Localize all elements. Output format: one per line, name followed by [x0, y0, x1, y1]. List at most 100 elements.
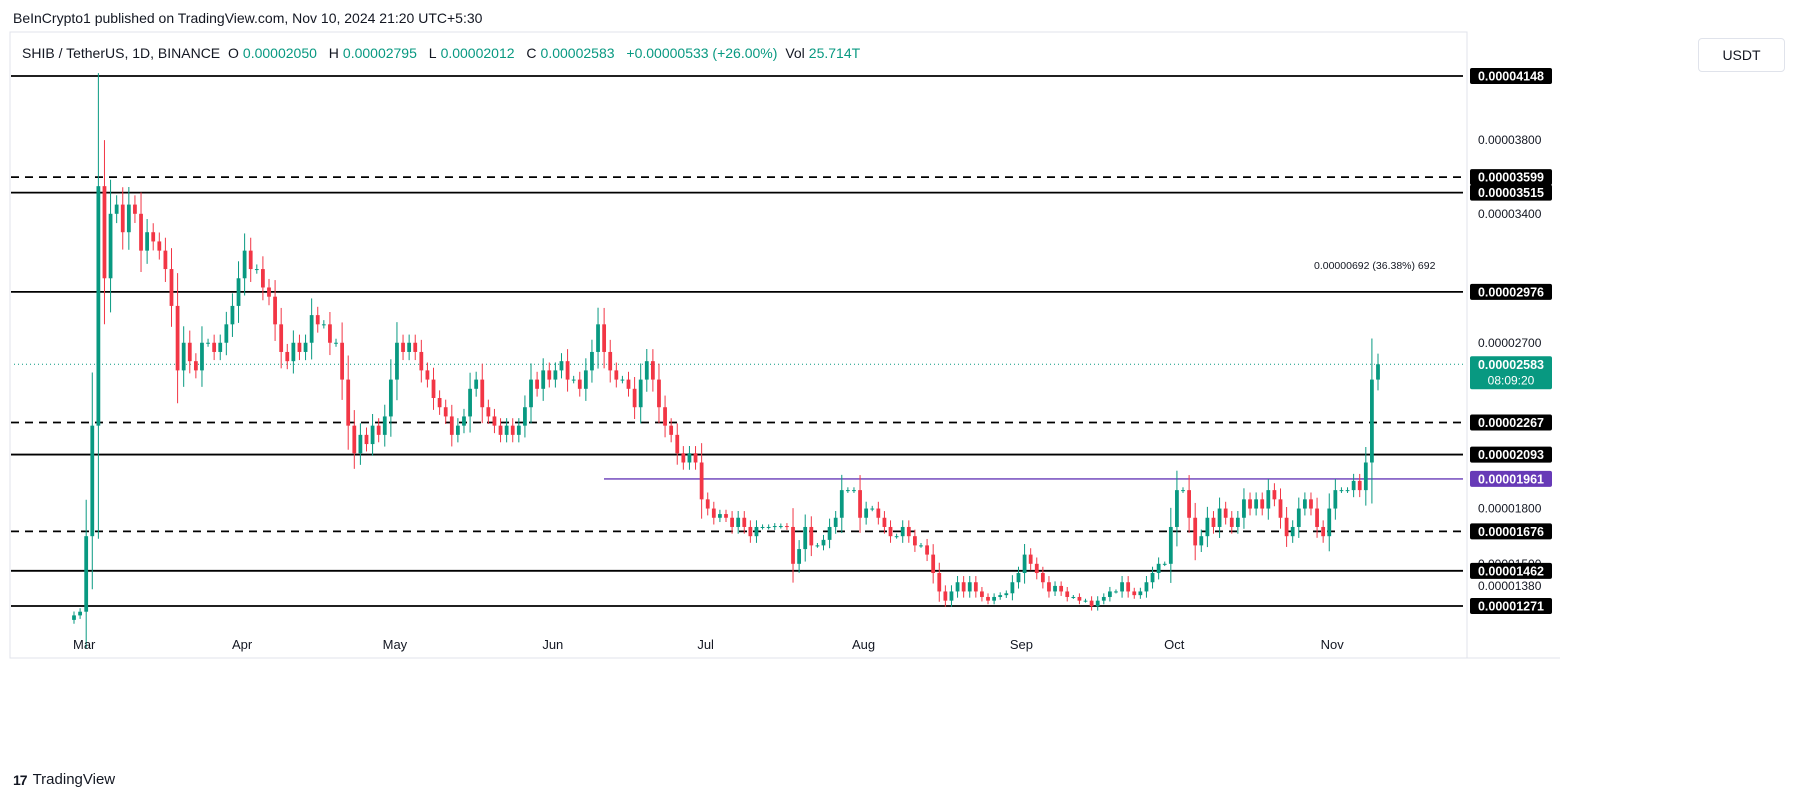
- candle-body: [437, 398, 442, 408]
- candle-body: [827, 526, 832, 540]
- candle-body: [1272, 490, 1277, 500]
- candle-body: [352, 425, 357, 454]
- x-tick-label: Mar: [73, 637, 96, 652]
- candle-body: [559, 361, 564, 371]
- candle-body: [1254, 499, 1259, 509]
- candle-body: [163, 250, 168, 270]
- candle-body: [78, 611, 82, 616]
- y-tick-label: 0.00001800: [1478, 502, 1542, 516]
- candle-body: [864, 508, 869, 518]
- candle-body: [760, 526, 765, 528]
- candle-body: [1181, 490, 1185, 492]
- candle-body: [413, 342, 418, 352]
- candle-body: [1266, 490, 1271, 509]
- candle-body: [157, 241, 162, 251]
- candle-body: [1333, 490, 1338, 509]
- candle-body: [1047, 582, 1051, 592]
- candle-body: [766, 526, 771, 528]
- candle-body: [419, 351, 424, 371]
- candle-body: [346, 379, 351, 426]
- candle-body: [565, 361, 570, 380]
- candle-body: [1114, 591, 1118, 593]
- candle-body: [321, 324, 326, 326]
- y-tick-label: 0.00001380: [1478, 579, 1542, 593]
- candle-body: [894, 536, 899, 538]
- x-tick-label: Aug: [852, 637, 875, 652]
- candle-body: [967, 582, 972, 592]
- candle-body: [1235, 517, 1240, 527]
- candle-body: [462, 416, 466, 426]
- candle-body: [772, 526, 777, 528]
- tradingview-logo[interactable]: 17 TradingView: [13, 771, 115, 788]
- legend-high-label: H: [328, 45, 339, 61]
- candle-body: [1162, 563, 1167, 565]
- candle-body: [1345, 490, 1350, 492]
- candle-body: [1120, 582, 1124, 592]
- countdown-label: 08:09:20: [1488, 373, 1535, 387]
- candle-body: [553, 370, 558, 380]
- candle-body: [133, 204, 137, 214]
- candle-body: [297, 342, 302, 352]
- candle-body: [1199, 536, 1204, 546]
- level-price-label: 0.00001676: [1478, 525, 1544, 539]
- candle-body: [261, 269, 265, 288]
- y-tick-label: 0.00003400: [1478, 207, 1542, 221]
- candle-body: [992, 596, 997, 601]
- candle-body: [785, 526, 789, 528]
- candle-body: [1156, 563, 1161, 574]
- candle-body: [1296, 508, 1301, 527]
- legend-volume-label: Vol: [785, 45, 805, 61]
- level-price-tag: [1470, 169, 1552, 186]
- legend-open-value: 0.00002050: [242, 45, 317, 61]
- x-tick-label: Jun: [542, 637, 563, 652]
- candle-body: [986, 596, 990, 601]
- candle-body: [224, 324, 229, 343]
- candle-body: [145, 232, 150, 251]
- currency-selector[interactable]: USDT: [1698, 38, 1785, 72]
- candle-body: [620, 379, 625, 381]
- candle-body: [821, 539, 826, 546]
- candle-body: [1138, 591, 1143, 596]
- candle-body: [1022, 554, 1027, 574]
- candle-body: [1339, 490, 1344, 492]
- candle-body: [797, 549, 802, 564]
- candle-body: [547, 370, 552, 380]
- candle-body: [431, 379, 436, 399]
- candle-body: [754, 526, 759, 537]
- candle-body: [961, 582, 966, 592]
- candle-body: [1223, 508, 1228, 518]
- candle-body: [175, 305, 180, 371]
- candle-body: [931, 554, 936, 574]
- grid: [9, 31, 1560, 659]
- candle-body: [1004, 593, 1009, 596]
- candle-body: [803, 526, 808, 550]
- level-price-label: 0.00002093: [1478, 448, 1544, 462]
- candle-body: [809, 526, 814, 546]
- legend-low-label: L: [428, 45, 437, 61]
- last-price-tag: [1470, 356, 1552, 390]
- candle-body: [718, 514, 722, 518]
- candle-body: [839, 490, 844, 518]
- candle-body: [504, 425, 509, 435]
- level-price-tag: [1470, 598, 1552, 614]
- candle-body: [1065, 591, 1070, 597]
- legend-symbol[interactable]: SHIB / TetherUS, 1D, BINANCE: [22, 45, 221, 61]
- candle-body: [876, 508, 881, 518]
- x-tick-label: Apr: [232, 637, 253, 652]
- candle-body: [218, 342, 223, 352]
- symbol-legend: SHIB / TetherUS, 1D, BINANCE O 0.00002050…: [22, 45, 868, 61]
- candle-body: [169, 269, 174, 306]
- candle-body: [1083, 600, 1088, 602]
- level-price-tag: [1470, 523, 1552, 540]
- candle-body: [102, 186, 107, 279]
- candle-body: [1077, 596, 1082, 601]
- candle-body: [1059, 585, 1064, 592]
- candle-body: [571, 379, 576, 381]
- level-price-label: 0.00003515: [1478, 186, 1544, 200]
- candle-body: [583, 370, 588, 389]
- candle-body: [638, 379, 643, 408]
- candle-body: [486, 407, 491, 417]
- candle-body: [748, 526, 753, 537]
